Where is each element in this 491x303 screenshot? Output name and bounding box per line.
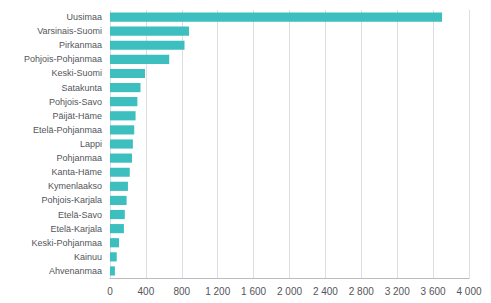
svg-text:Keski-Pohjanmaa: Keski-Pohjanmaa bbox=[31, 238, 102, 248]
svg-text:Satakunta: Satakunta bbox=[61, 83, 102, 93]
svg-text:1 200: 1 200 bbox=[205, 286, 230, 297]
svg-text:Lappi: Lappi bbox=[80, 139, 102, 149]
svg-text:Etelä-Karjala: Etelä-Karjala bbox=[50, 224, 102, 234]
svg-text:1 600: 1 600 bbox=[241, 286, 266, 297]
svg-text:400: 400 bbox=[138, 286, 155, 297]
svg-text:Pohjois-Karjala: Pohjois-Karjala bbox=[41, 195, 102, 205]
svg-text:3 200: 3 200 bbox=[385, 286, 410, 297]
svg-text:Pohjois-Pohjanmaa: Pohjois-Pohjanmaa bbox=[24, 54, 102, 64]
svg-text:Kanta-Häme: Kanta-Häme bbox=[51, 167, 102, 177]
svg-text:4 000: 4 000 bbox=[456, 286, 481, 297]
svg-text:2 800: 2 800 bbox=[349, 286, 374, 297]
svg-text:Kymenlaakso: Kymenlaakso bbox=[48, 181, 102, 191]
svg-text:Pohjois-Savo: Pohjois-Savo bbox=[49, 97, 102, 107]
svg-text:Etelä-Pohjanmaa: Etelä-Pohjanmaa bbox=[33, 125, 102, 135]
svg-text:Uusimaa: Uusimaa bbox=[66, 12, 102, 22]
svg-text:Etelä-Savo: Etelä-Savo bbox=[58, 210, 102, 220]
svg-text:3 600: 3 600 bbox=[421, 286, 446, 297]
svg-text:2 000: 2 000 bbox=[277, 286, 302, 297]
svg-text:Varsinais-Suomi: Varsinais-Suomi bbox=[37, 26, 102, 36]
svg-text:Päijät-Häme: Päijät-Häme bbox=[52, 111, 102, 121]
svg-text:2 400: 2 400 bbox=[313, 286, 338, 297]
svg-text:Keski-Suomi: Keski-Suomi bbox=[51, 68, 102, 78]
svg-text:0: 0 bbox=[107, 286, 113, 297]
svg-text:Ahvenanmaa: Ahvenanmaa bbox=[49, 266, 102, 276]
svg-text:800: 800 bbox=[173, 286, 190, 297]
svg-text:Pirkanmaa: Pirkanmaa bbox=[59, 40, 102, 50]
svg-text:Pohjanmaa: Pohjanmaa bbox=[56, 153, 102, 163]
svg-text:Kainuu: Kainuu bbox=[74, 252, 102, 262]
